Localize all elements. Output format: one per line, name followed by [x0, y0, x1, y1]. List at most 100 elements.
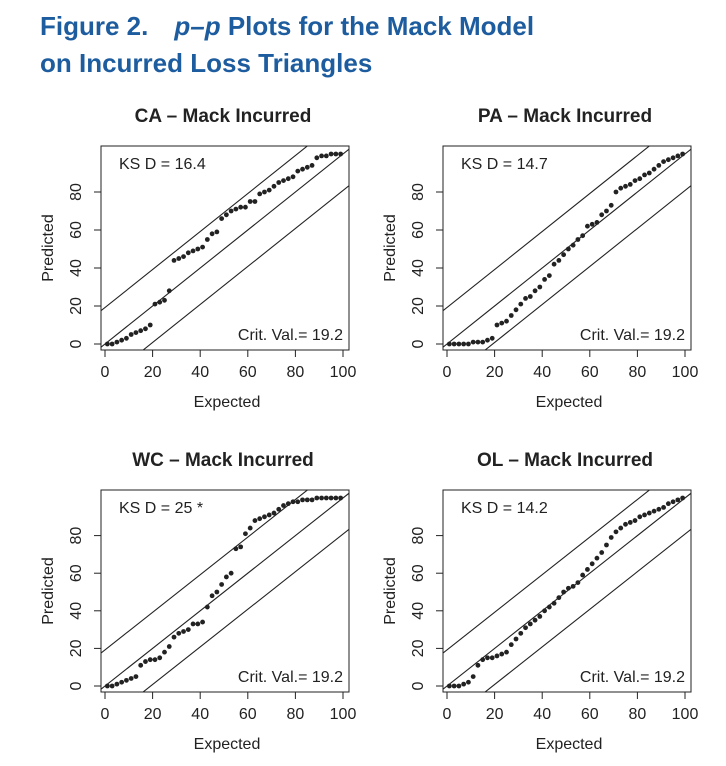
x-tick-label: 60: [239, 364, 257, 381]
data-point: [608, 535, 614, 540]
data-point: [513, 636, 519, 642]
data-point: [333, 495, 339, 501]
data-point: [456, 683, 462, 689]
x-tick-label: 40: [533, 706, 551, 723]
y-tick-label: 0: [68, 339, 85, 348]
data-point: [304, 497, 310, 503]
data-point: [589, 561, 595, 567]
figure-title-rest: Plots for the Mack Model: [220, 11, 535, 41]
critical-value-label: Crit. Val.= 19.2: [580, 669, 685, 686]
pp-plot-panel: WC – Mack Incurred 0 20 40 60 80 100 Expected 0 2…: [40, 450, 357, 753]
data-point: [537, 284, 543, 290]
data-point: [104, 683, 110, 689]
data-point: [627, 520, 633, 525]
data-point: [604, 542, 609, 548]
data-point: [238, 544, 244, 550]
data-point: [124, 335, 129, 341]
y-tick-label: 60: [68, 564, 85, 582]
y-axis: 0 20 40 60 80: [68, 183, 101, 348]
data-point: [333, 151, 339, 157]
y-tick-label: 0: [68, 681, 85, 690]
figure-title-italic: p–p: [174, 11, 221, 41]
x-tick-label: 100: [330, 706, 357, 723]
data-point: [651, 508, 657, 514]
data-point: [128, 332, 134, 337]
data-point: [485, 337, 490, 343]
data-point: [276, 180, 282, 185]
y-tick-label: 0: [410, 681, 427, 690]
data-point: [599, 550, 605, 555]
data-point: [143, 659, 148, 664]
data-point: [181, 629, 186, 634]
data-point: [504, 318, 509, 324]
data-point: [152, 657, 158, 663]
x-tick-label: 60: [581, 364, 599, 381]
x-axis: 0 20 40 60 80 100: [443, 350, 698, 381]
data-point: [214, 589, 220, 595]
data-point: [219, 582, 225, 587]
data-point: [166, 288, 172, 294]
data-point: [200, 244, 205, 250]
data-point: [537, 614, 543, 619]
data-point: [508, 642, 514, 648]
data-point: [262, 189, 267, 195]
data-point: [556, 258, 562, 263]
critical-value-label: Crit. Val.= 19.2: [580, 327, 685, 344]
data-point: [109, 341, 115, 347]
data-point: [233, 206, 239, 212]
data-point: [171, 634, 177, 640]
plot-frame: [442, 489, 692, 693]
data-point: [618, 185, 624, 191]
data-point: [542, 277, 547, 282]
pp-plot-panel: OL – Mack Incurred 0 20 40 60 80 100 Expected 0 2…: [382, 450, 698, 753]
data-point: [580, 572, 586, 578]
data-point: [285, 176, 291, 182]
data-point: [461, 681, 467, 687]
data-point: [665, 157, 671, 163]
y-axis-label: Predicted: [40, 557, 57, 625]
x-tick-label: 80: [287, 706, 305, 723]
data-point: [300, 497, 305, 503]
data-point: [594, 555, 600, 561]
data-point: [570, 242, 576, 248]
data-point: [323, 153, 329, 159]
data-point: [518, 301, 524, 307]
x-axis: 0 20 40 60 80 100: [101, 692, 357, 723]
data-point: [527, 621, 533, 627]
data-point: [128, 676, 134, 681]
data-point: [124, 677, 129, 683]
plot-frame: [100, 489, 350, 693]
x-tick-label: 100: [330, 364, 357, 381]
x-tick-label: 40: [533, 364, 551, 381]
upper-critical-line: [101, 146, 309, 312]
x-tick-label: 60: [239, 706, 257, 723]
data-point: [642, 172, 647, 178]
identity-line: [101, 492, 349, 690]
data-point: [190, 248, 196, 254]
data-point: [271, 183, 277, 189]
data-point: [661, 505, 666, 510]
data-point: [618, 525, 624, 531]
data-point: [162, 297, 167, 303]
x-tick-label: 60: [581, 706, 599, 723]
data-point: [314, 495, 320, 501]
data-point: [451, 683, 457, 689]
x-tick-label: 80: [287, 364, 305, 381]
data-point: [133, 330, 139, 335]
data-point: [565, 585, 571, 591]
data-point: [480, 657, 486, 663]
data-point: [109, 683, 115, 689]
ks-statistic-label: KS D = 25 *: [119, 500, 203, 517]
data-point: [551, 600, 557, 606]
x-tick-label: 0: [443, 706, 452, 723]
figure-title-line2: on Incurred Loss Triangles: [40, 48, 373, 78]
y-tick-label: 20: [410, 297, 427, 315]
data-point: [252, 518, 258, 523]
data-point: [228, 208, 234, 214]
data-point: [546, 273, 552, 278]
y-tick-label: 80: [410, 183, 427, 201]
data-point: [147, 322, 153, 328]
data-point: [176, 630, 182, 636]
data-point: [185, 627, 191, 632]
